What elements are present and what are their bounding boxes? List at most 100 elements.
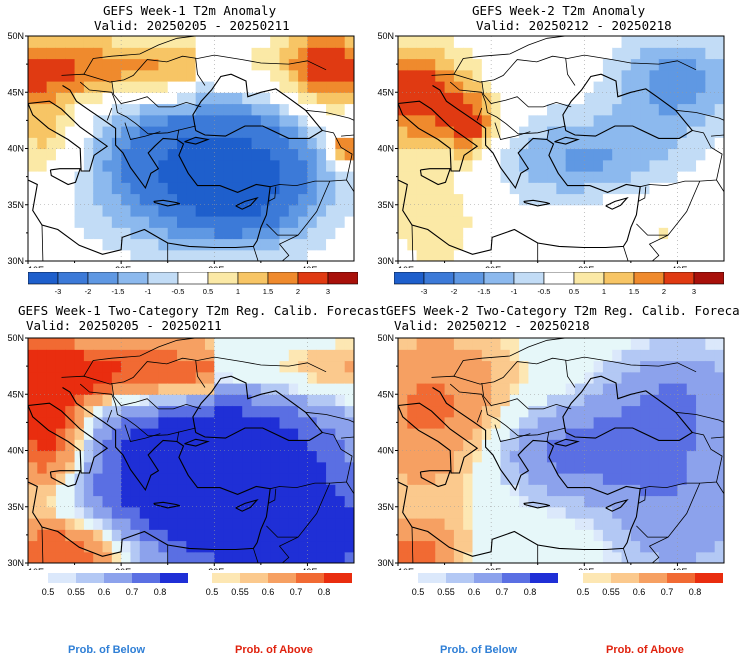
data-field <box>398 36 724 261</box>
panel2-map: 50N 45N 40N 35N 30N 10E 20E 30E 40E <box>377 31 725 268</box>
panel1-valid: Valid: 20250205 - 20250211 <box>94 18 290 33</box>
colorbar-swatch <box>76 573 104 583</box>
data-field <box>28 338 354 563</box>
lat-label: 30N <box>7 558 24 568</box>
prob-below-colorbar-left: 0.5 0.55 0.6 0.7 0.8 <box>42 573 188 597</box>
colorbar-swatch <box>667 573 695 583</box>
colorbar-swatch <box>474 573 502 583</box>
lat-label: 30N <box>377 558 394 568</box>
lat-label: 30N <box>377 256 394 266</box>
colorbar-tick-label: 0.55 <box>602 587 620 597</box>
colorbar-tick-label: 0.5 <box>577 587 590 597</box>
lat-label: 50N <box>377 31 394 41</box>
colorbar-tick-label: 0.7 <box>290 587 303 597</box>
colorbar-swatch <box>583 573 611 583</box>
coastlines <box>398 36 724 261</box>
colorbar-swatch <box>423 272 455 285</box>
colorbar-tick-label: 0.5 <box>42 587 55 597</box>
panel3-title: GEFS Week-1 Two-Category T2m Reg. Calib.… <box>18 303 387 318</box>
colorbar-swatch <box>543 272 575 285</box>
colorbar-tick-label: 0.7 <box>126 587 139 597</box>
colorbar-swatch <box>663 272 695 285</box>
colorbar-swatch <box>57 272 89 285</box>
colorbar-tick-label: 0.5 <box>206 587 219 597</box>
colorbar-swatch <box>502 573 530 583</box>
colorbar-swatch <box>418 573 446 583</box>
colorbar-swatch <box>87 272 119 285</box>
colorbar-swatch <box>268 573 296 583</box>
panel1-map: 50N 45N 40N 35N 30N 10E 20E 30E 40E <box>7 31 355 268</box>
colorbar-tick-label: 3 <box>692 287 696 296</box>
lon-label: 20E <box>115 265 131 268</box>
lat-label: 40N <box>7 446 24 456</box>
colorbar-tick-label: 0.8 <box>318 587 331 597</box>
coastlines <box>398 338 724 563</box>
lon-label: 20E <box>485 265 501 268</box>
colorbar-swatch <box>327 272 358 285</box>
panel1-title: GEFS Week-1 T2m Anomaly <box>103 3 277 18</box>
colorbar-swatch <box>117 272 149 285</box>
colorbar-tick-label: -0.5 <box>538 287 551 296</box>
lon-label: 10E <box>398 265 414 268</box>
colorbar-tick-label: -1.5 <box>112 287 125 296</box>
colorbar-tick-label: 0.6 <box>633 587 646 597</box>
lon-label: 30E <box>578 567 594 570</box>
colorbar-swatch <box>603 272 635 285</box>
colorbar-swatch <box>394 272 425 285</box>
prob-below-label-right: Prob. of Below <box>440 644 517 656</box>
prob-above-label-right: Prob. of Above <box>606 644 684 656</box>
lon-label: 40E <box>671 567 687 570</box>
panel2-title: GEFS Week-2 T2m Anomaly <box>472 3 646 18</box>
colorbar-tick-label: -0.5 <box>172 287 185 296</box>
colorbar-swatch <box>324 573 352 583</box>
lat-label: 35N <box>7 502 24 512</box>
colorbar-swatch <box>147 272 179 285</box>
colorbar-tick-label: -3 <box>421 287 428 296</box>
colorbar-swatch <box>212 573 240 583</box>
colorbar-tick-label: -2 <box>451 287 458 296</box>
lat-label: 40N <box>7 144 24 154</box>
lon-label: 10E <box>28 567 44 570</box>
lon-label: 40E <box>301 567 317 570</box>
lat-label: 40N <box>377 446 394 456</box>
lat-label: 50N <box>7 31 24 41</box>
colorbar-swatch <box>28 272 59 285</box>
colorbar-swatch <box>48 573 76 583</box>
colorbar-tick-label: 0.6 <box>468 587 481 597</box>
lon-label: 20E <box>115 567 131 570</box>
colorbar-swatch <box>453 272 485 285</box>
lat-label: 45N <box>7 389 24 399</box>
lat-label: 30N <box>7 256 24 266</box>
colorbar-swatch <box>104 573 132 583</box>
colorbar-tick-label: 0.5 <box>412 587 425 597</box>
colorbar-swatch <box>483 272 515 285</box>
lon-label: 10E <box>398 567 414 570</box>
panel2-valid: Valid: 20250212 - 20250218 <box>476 18 672 33</box>
colorbar-tick-label: 0.55 <box>437 587 455 597</box>
colorbar-tick-label: 0.8 <box>524 587 537 597</box>
panel4-map: 50N 45N 40N 35N 30N 10E 20E 30E 40E <box>377 333 725 570</box>
panel3-valid: Valid: 20250205 - 20250211 <box>26 318 222 333</box>
colorbar-tick-label: 0.6 <box>262 587 275 597</box>
panel4-title: GEFS Week-2 Two-Category T2m Reg. Calib.… <box>386 303 740 318</box>
colorbar-tick-label: -1 <box>511 287 518 296</box>
panel4-valid: Valid: 20250212 - 20250218 <box>394 318 590 333</box>
colorbar-tick-label: -2 <box>85 287 92 296</box>
colorbar-swatch <box>530 573 558 583</box>
colorbar-swatch <box>573 272 605 285</box>
colorbar-tick-label: 0.7 <box>661 587 674 597</box>
anomaly-colorbar-right: -3 -2 -1.5 -1 -0.5 0.5 1 1.5 2 3 <box>394 272 724 296</box>
colorbar-tick-label: 0.8 <box>154 587 167 597</box>
colorbar-tick-label: 1 <box>236 287 240 296</box>
lon-label: 30E <box>208 567 224 570</box>
anomaly-colorbar-left: -3 -2 -1.5 -1 -0.5 0.5 1 1.5 2 3 <box>28 272 358 296</box>
lat-label: 50N <box>377 333 394 343</box>
lon-label: 30E <box>208 265 224 268</box>
colorbar-swatch <box>693 272 724 285</box>
lon-label: 40E <box>301 265 317 268</box>
colorbar-tick-label: 0.55 <box>231 587 249 597</box>
colorbar-swatch <box>297 272 329 285</box>
colorbar-tick-label: 1 <box>602 287 606 296</box>
colorbar-tick-label: 0.55 <box>67 587 85 597</box>
prob-above-colorbar-right: 0.5 0.55 0.6 0.7 0.8 <box>577 573 723 597</box>
